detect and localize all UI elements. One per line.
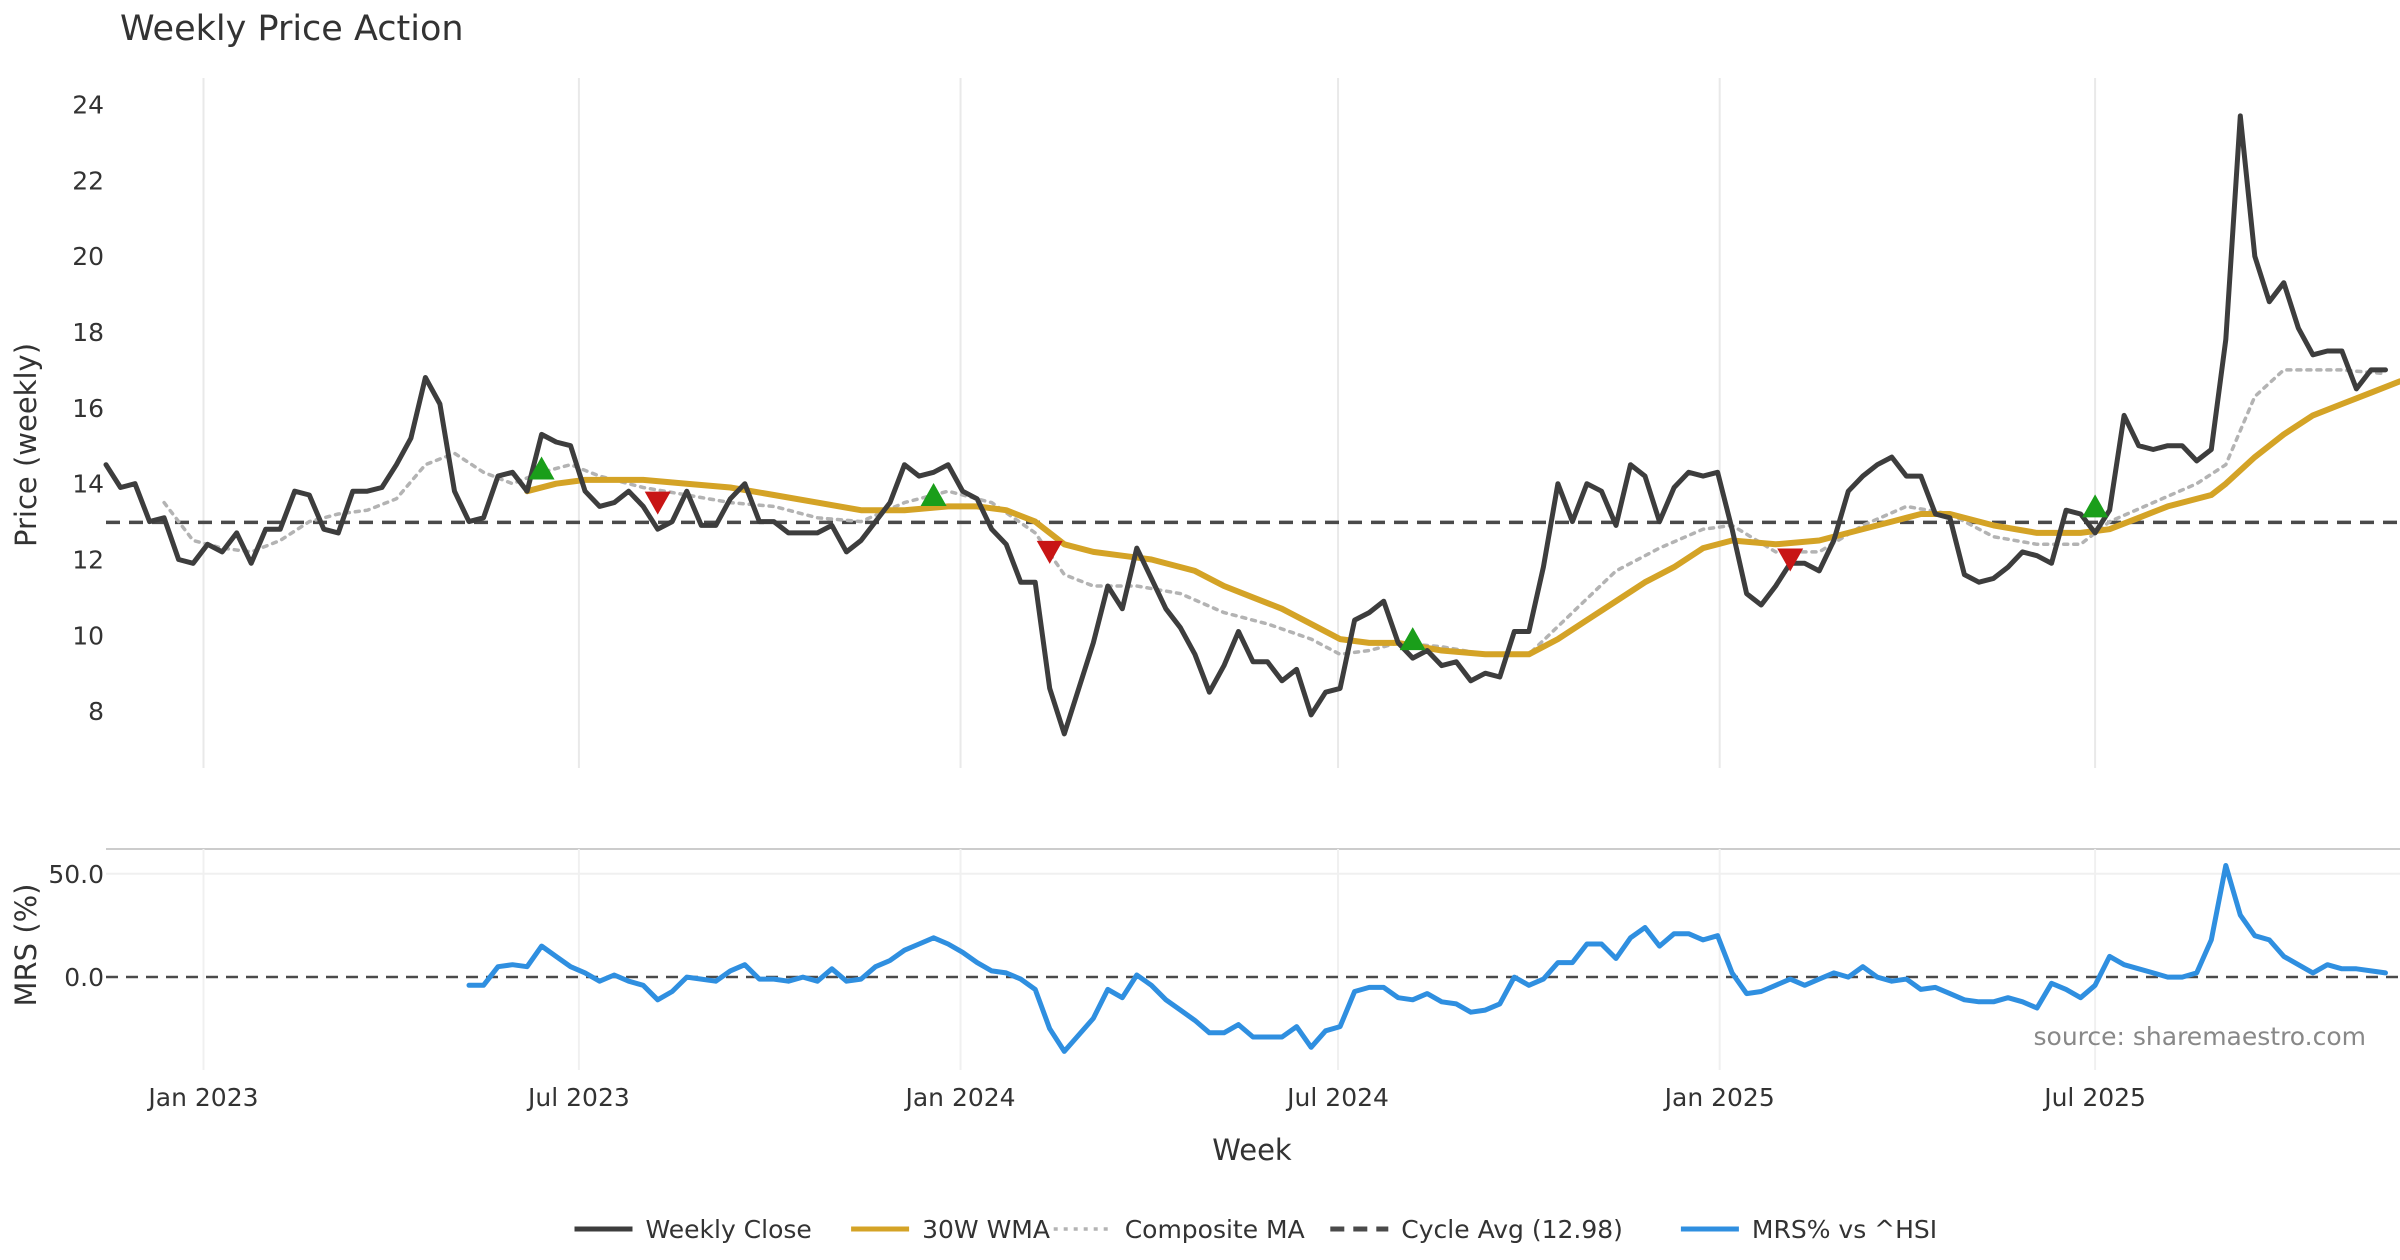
x-tick-label: Jan 2024 — [903, 1083, 1015, 1112]
legend-label: 30W WMA — [922, 1215, 1050, 1244]
sell-signal-marker — [644, 491, 671, 515]
price-y-tick-label: 14 — [72, 470, 104, 499]
mrs-series — [466, 863, 2388, 1054]
mrs-grid — [106, 849, 2400, 1070]
x-tick-label: Jul 2023 — [526, 1083, 630, 1112]
legend-label: MRS% vs ^HSI — [1752, 1215, 1937, 1244]
mrs-y-tick-label: 50.0 — [48, 860, 104, 889]
price-y-tick-label: 20 — [72, 242, 104, 271]
x-tick-label: Jul 2025 — [2042, 1083, 2146, 1112]
mrs-y-tick-label: 0.0 — [64, 963, 104, 992]
buy-signal-marker — [920, 483, 947, 507]
mrs-y-ticks: 0.0 50.0 — [48, 860, 104, 992]
x-axis-label: Week — [1212, 1133, 1292, 1167]
legend-label: Weekly Close — [646, 1215, 812, 1244]
buy-signal-marker — [2082, 494, 2109, 518]
price-y-tick-label: 16 — [72, 394, 104, 423]
x-tick-label: Jul 2024 — [1285, 1083, 1389, 1112]
sell-signal-marker — [1777, 548, 1804, 572]
price-y-tick-label: 22 — [72, 166, 104, 195]
x-tick-label: Jan 2023 — [146, 1083, 258, 1112]
price-panel: 8 10 12 14 16 18 20 22 24 Price (weekly) — [9, 78, 2400, 768]
price-y-tick-label: 10 — [72, 621, 104, 650]
price-grid — [202, 78, 2097, 768]
price-y-tick-label: 8 — [88, 697, 104, 726]
date-x-ticks: Jan 2023 Jul 2023 Jan 2024 Jul 2024 Jan 2025… — [146, 1083, 2146, 1112]
buy-signal-marker — [1399, 627, 1426, 651]
price-y-tick-label: 24 — [72, 91, 104, 120]
buy-signal-marker — [528, 456, 555, 480]
weekly-close-line — [103, 113, 2388, 737]
signal-markers — [528, 456, 2109, 651]
price-y-axis-label: Price (weekly) — [9, 343, 43, 547]
x-tick-label: Jan 2025 — [1663, 1083, 1775, 1112]
source-note: source: sharemaestro.com — [2034, 1022, 2367, 1051]
sell-signal-marker — [1036, 540, 1063, 564]
chart-title: Weekly Price Action — [120, 9, 464, 49]
legend-label: Composite MA — [1125, 1215, 1305, 1244]
price-series — [103, 113, 2400, 737]
price-y-tick-label: 12 — [72, 545, 104, 574]
composite-ma-line — [162, 368, 2388, 657]
price-y-ticks: 8 10 12 14 16 18 20 22 24 — [72, 91, 104, 727]
legend-label: Cycle Avg (12.98) — [1401, 1215, 1623, 1244]
price-y-tick-label: 18 — [72, 318, 104, 347]
mrs-panel: 0.0 50.0 MRS (%) source: sharemaestro.com — [9, 848, 2400, 1070]
mrs-line — [466, 863, 2388, 1054]
mrs-y-axis-label: MRS (%) — [9, 884, 43, 1007]
chart-legend: Weekly Close 30W WMA Composite MA Cycle Avg… — [574, 1215, 1937, 1244]
